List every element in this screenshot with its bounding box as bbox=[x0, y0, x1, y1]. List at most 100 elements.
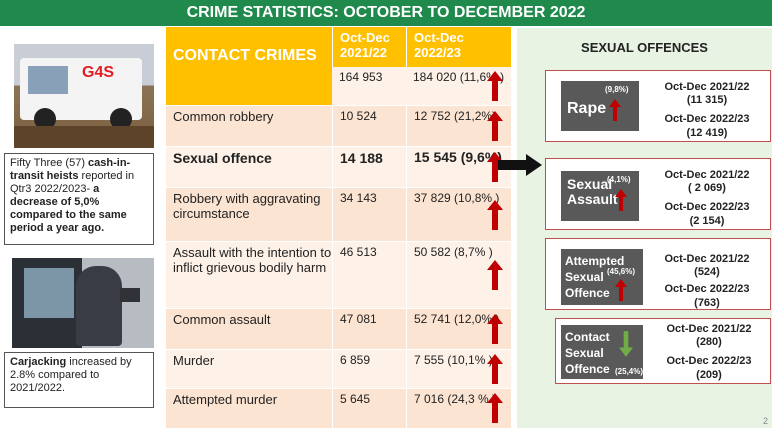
row-label: Attempted murder bbox=[173, 392, 278, 407]
value-2021: (524) bbox=[694, 266, 720, 278]
year-label-2022: Oct-Dec 2022/23 bbox=[664, 201, 750, 213]
year-label-2022: Oct-Dec 2022/23 bbox=[664, 113, 750, 125]
row-label: Robbery with aggravating circumstance bbox=[173, 191, 321, 221]
value-2022: (763) bbox=[694, 297, 720, 309]
down-arrow-icon bbox=[619, 331, 633, 357]
row-value-2022: 15 545 (9,6%) bbox=[406, 147, 511, 187]
offence-badge: Sexual Assault (4,1%) bbox=[561, 171, 639, 221]
debris bbox=[14, 126, 154, 148]
up-arrow-icon bbox=[487, 200, 503, 230]
truck-wheel bbox=[110, 108, 132, 130]
offence-pct: (25,4%) bbox=[615, 367, 644, 376]
row-value-2022: 52 741 (12,0% ) bbox=[406, 309, 511, 349]
row-value-2022: 7 016 (24,3 % ) bbox=[406, 389, 511, 428]
up-arrow-icon bbox=[487, 354, 503, 384]
year-label-2022: Oct-Dec 2022/23 bbox=[666, 355, 752, 367]
up-arrow-icon bbox=[615, 189, 627, 211]
offence-badge: Contact Sexual Offence (25,4%) bbox=[561, 325, 643, 379]
offence-card-rape: Rape (9,8%) Oct-Dec 2021/22 (11 315) Oct… bbox=[545, 70, 771, 142]
row-value-2021: 6 859 bbox=[332, 350, 406, 388]
offence-badge: Rape (9,8%) bbox=[561, 81, 639, 131]
truck-logo: G4S bbox=[82, 64, 115, 81]
right-arrow-icon bbox=[498, 154, 542, 176]
offence-pct: (9,8%) bbox=[605, 85, 629, 94]
row-value-2021: 14 188 bbox=[332, 147, 406, 187]
table-row: Sexual offence 14 188 15 545 (9,6%) bbox=[166, 147, 511, 187]
offence-label: Contact Sexual Offence bbox=[565, 330, 610, 376]
row-label: Assault with the intention to inflict gr… bbox=[173, 245, 332, 275]
up-arrow-icon bbox=[487, 260, 503, 290]
cash-in-transit-note: Fifty Three (57) cash-in-transit heists … bbox=[4, 153, 154, 245]
up-arrow-icon bbox=[615, 279, 627, 301]
value-2022: (209) bbox=[696, 369, 722, 381]
note1-mid: reported in Qtr3 2022/2023- bbox=[10, 170, 135, 195]
table-row: Attempted murder 5 645 7 016 (24,3 % ) bbox=[166, 389, 511, 428]
up-arrow-icon bbox=[487, 314, 503, 344]
table-row: Murder 6 859 7 555 (10,1% ) bbox=[166, 350, 511, 388]
offence-card-contact: Contact Sexual Offence (25,4%) Oct-Dec 2… bbox=[555, 318, 771, 384]
year-label-2021: Oct-Dec 2021/22 bbox=[666, 323, 752, 335]
note1-pre: Fifty Three (57) bbox=[10, 157, 89, 169]
page-banner: CRIME STATISTICS: OCTOBER TO DECEMBER 20… bbox=[0, 0, 772, 26]
table-row: Common robbery 10 524 12 752 (21,2%) bbox=[166, 106, 511, 146]
up-arrow-icon bbox=[487, 152, 503, 182]
contact-crimes-table: CONTACT CRIMES Oct-Dec 2021/22 Oct-Dec 2… bbox=[166, 27, 511, 428]
year-label-2021: Oct-Dec 2021/22 bbox=[664, 253, 750, 265]
row-value-2022: 7 555 (10,1% ) bbox=[406, 350, 511, 388]
page-number: 2 bbox=[762, 416, 768, 426]
table-row: Common assault 47 081 52 741 (12,0% ) bbox=[166, 309, 511, 349]
offence-card-attempted: Attempted Sexual Offence (45,6%) Oct-Dec… bbox=[545, 238, 771, 310]
value-2021: (11 315) bbox=[686, 94, 728, 106]
note2-bold: Carjacking bbox=[10, 356, 67, 368]
hijacker-figure bbox=[76, 266, 122, 346]
table-row: Robbery with aggravating circumstance 34… bbox=[166, 188, 511, 241]
up-arrow-icon bbox=[487, 393, 503, 423]
offence-pct: (4,1%) bbox=[607, 175, 631, 184]
row-label: Common assault bbox=[173, 312, 271, 327]
row-value-2021: 10 524 bbox=[332, 106, 406, 146]
row-label: Sexual offence bbox=[173, 150, 272, 166]
offence-card-sexual-assault: Sexual Assault (4,1%) Oct-Dec 2021/22 ( … bbox=[545, 158, 771, 230]
year-label-2021: Oct-Dec 2021/22 bbox=[664, 169, 750, 181]
table-row: Assault with the intention to inflict gr… bbox=[166, 242, 511, 308]
note1-bold2: a decrease of 5,0% compared to the same … bbox=[10, 183, 127, 234]
carjacking-note: Carjacking increased by 2.8% compared to… bbox=[4, 352, 154, 408]
table-title: CONTACT CRIMES bbox=[166, 27, 332, 105]
row-value-2021: 34 143 bbox=[332, 188, 406, 241]
row-label: Murder bbox=[173, 353, 215, 368]
truck-wheel bbox=[34, 108, 56, 130]
note1-bold1: cash-in-transit heists bbox=[10, 157, 131, 182]
row-value-2022: 50 582 (8,7% ) bbox=[406, 242, 511, 308]
row-value-2022: 37 829 (10,8% ) bbox=[406, 188, 511, 241]
row-value-2021: 5 645 bbox=[332, 389, 406, 428]
hijacker-hand bbox=[120, 288, 140, 302]
offence-label: Rape bbox=[567, 100, 607, 117]
value-2022: (2 154) bbox=[689, 215, 725, 227]
offence-badge: Attempted Sexual Offence (45,6%) bbox=[561, 249, 643, 305]
column-header-2021: Oct-Dec 2021/22 bbox=[332, 27, 406, 67]
offence-label: Sexual Assault bbox=[567, 176, 618, 207]
column-header-2022: Oct-Dec 2022/23 bbox=[406, 27, 511, 67]
row-value-2021: 47 081 bbox=[332, 309, 406, 349]
value-2022: (12 419) bbox=[686, 127, 728, 139]
panel-title: SEXUAL OFFENCES bbox=[581, 40, 708, 55]
year-label-2021: Oct-Dec 2021/22 bbox=[664, 81, 750, 93]
truck-windshield bbox=[28, 66, 68, 94]
row-label: Common robbery bbox=[173, 109, 274, 124]
value-2021: (280) bbox=[696, 336, 722, 348]
up-arrow-icon bbox=[487, 71, 503, 101]
up-arrow-icon bbox=[609, 99, 621, 121]
up-arrow-icon bbox=[487, 111, 503, 141]
carjacking-photo bbox=[12, 258, 154, 348]
sexual-offences-panel: SEXUAL OFFENCES Rape (9,8%) Oct-Dec 2021… bbox=[517, 28, 772, 428]
offence-label: Attempted Sexual Offence bbox=[565, 254, 625, 300]
row-value-2022: 12 752 (21,2%) bbox=[406, 106, 511, 146]
value-2021: ( 2 069) bbox=[688, 182, 726, 194]
note2-rest: increased by 2.8% compared to 2021/2022. bbox=[10, 356, 132, 394]
cash-in-transit-photo: G4S bbox=[14, 44, 154, 148]
offence-pct: (45,6%) bbox=[607, 267, 636, 276]
table-header-row: CONTACT CRIMES Oct-Dec 2021/22 Oct-Dec 2… bbox=[166, 27, 511, 105]
row-value-2021: 46 513 bbox=[332, 242, 406, 308]
year-label-2022: Oct-Dec 2022/23 bbox=[664, 283, 750, 295]
total-2021: 164 953 bbox=[332, 67, 406, 105]
